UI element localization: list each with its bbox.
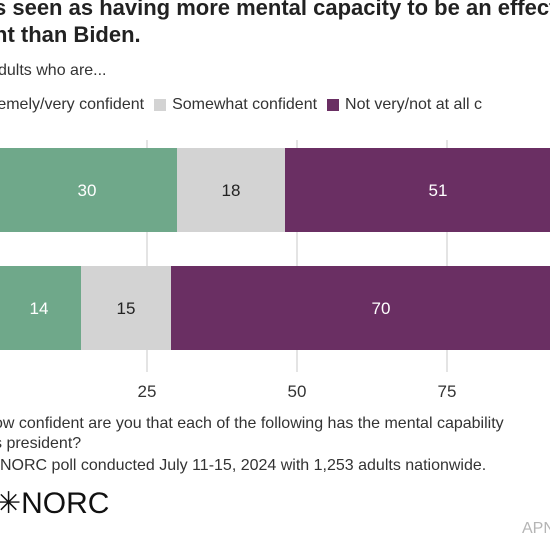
bar-value-label: 15 <box>117 299 136 318</box>
bar-segment <box>81 266 171 350</box>
bar-value-label: 51 <box>429 181 448 200</box>
title-line-1: s seen as having more mental capacity to… <box>0 0 550 20</box>
bar-value-label: 30 <box>78 181 97 200</box>
x-tick-label: 25 <box>138 382 157 401</box>
x-tick-label: 50 <box>288 382 307 401</box>
x-tick-label: 75 <box>438 382 457 401</box>
credit: APN <box>522 520 550 537</box>
bar-value-label: 70 <box>372 299 391 318</box>
bar-value-label: 18 <box>222 181 241 200</box>
note-line-1: ow confident are you that each of the fo… <box>0 415 504 432</box>
legend-swatch-somewhat <box>154 99 167 111</box>
legend-item-not-confident: Not very/not at all c <box>327 96 482 114</box>
bar-segment <box>0 266 81 350</box>
norc-logo: ✳ NORC <box>0 486 109 521</box>
bars: 30 18 51 14 15 70 <box>0 148 550 350</box>
legend-item-somewhat: Somewhat confident <box>154 96 317 114</box>
legend-label-not-confident: Not very/not at all c <box>345 96 482 113</box>
bar-value-label: 14 <box>30 299 49 318</box>
logo-text: NORC <box>21 486 110 520</box>
legend: remely/very confident Somewhat confident… <box>0 96 492 114</box>
chart-subtitle: dults who are... <box>0 62 107 79</box>
legend-label-confident: remely/very confident <box>0 96 145 113</box>
star-icon: ✳ <box>0 487 22 520</box>
question-note: ow confident are you that each of the fo… <box>0 414 504 454</box>
bar-segment <box>0 148 177 232</box>
note-line-2: s president? <box>0 435 82 452</box>
x-axis-ticks: 25 50 75 <box>138 382 457 401</box>
source-note: NORC poll conducted July 11-15, 2024 wit… <box>0 457 487 474</box>
legend-label-somewhat: Somewhat confident <box>172 96 318 113</box>
bar-segment <box>285 148 550 232</box>
bar-segment <box>177 148 285 232</box>
bar-segment <box>171 266 550 350</box>
chart-title: s seen as having more mental capacity to… <box>0 0 550 48</box>
legend-item-confident: remely/very confident <box>0 96 144 114</box>
title-line-2: nt than Biden. <box>0 22 141 47</box>
legend-swatch-not-confident <box>327 99 340 111</box>
